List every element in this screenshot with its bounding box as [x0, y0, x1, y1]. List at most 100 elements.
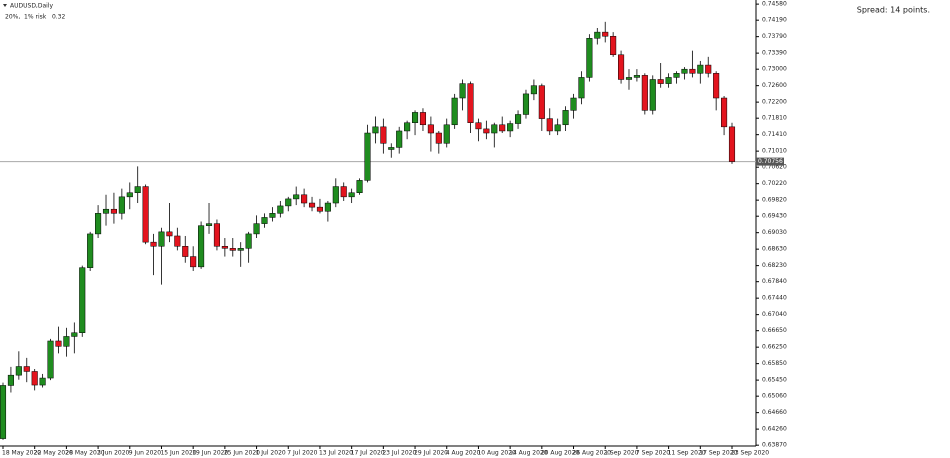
y-tick-label: 0.69430 — [762, 213, 787, 220]
candle-body — [491, 124, 498, 134]
y-tick-label: 0.69030 — [762, 229, 787, 236]
candle-body — [301, 194, 308, 204]
x-tick-label: 23 Jul 2020 — [382, 450, 416, 457]
candle-body — [293, 194, 300, 200]
candle-body — [594, 31, 601, 39]
candle-body — [546, 118, 553, 132]
candle-body — [308, 202, 316, 208]
x-tick-label: 11 Sep 2020 — [668, 450, 706, 457]
candle-body — [79, 267, 86, 333]
candle-body — [55, 340, 62, 347]
x-tick-label: 23 Sep 2020 — [731, 450, 769, 457]
x-tick-label: 1 Jul 2020 — [256, 450, 286, 457]
candle-body — [245, 233, 252, 249]
y-tick-label: 0.71010 — [762, 148, 787, 155]
candle-body — [39, 377, 46, 386]
x-tick-label: 20 Aug 2020 — [541, 450, 580, 457]
candle-body — [713, 73, 720, 99]
candle-body — [213, 223, 220, 247]
y-tick-label: 0.65850 — [762, 360, 787, 367]
candle-body — [618, 54, 625, 80]
x-tick-label: 1 Sep 2020 — [604, 450, 638, 457]
x-tick-label: 29 Jul 2020 — [414, 450, 448, 457]
candle-body — [578, 77, 585, 99]
candle-body — [205, 223, 213, 226]
candle-body — [269, 213, 276, 218]
candle-body — [324, 202, 331, 212]
candle-body — [23, 366, 30, 372]
y-tick-label: 0.71410 — [762, 131, 787, 138]
candle-body — [31, 371, 38, 386]
risk-info: 20%, 1% risk 0.32 — [5, 14, 65, 21]
candle-body — [221, 246, 228, 249]
candle-body — [118, 196, 125, 214]
candle-body — [15, 366, 22, 376]
candle-body — [142, 186, 149, 243]
y-tick-label: 0.66250 — [762, 344, 787, 351]
candle-body — [467, 83, 474, 123]
candle-body — [396, 130, 403, 148]
chart-title: AUDUSD,Daily — [10, 3, 53, 10]
candle-body — [641, 75, 648, 111]
candle-body — [530, 85, 537, 95]
candle-body — [332, 186, 339, 204]
candle-body — [95, 213, 102, 235]
candle-body — [721, 97, 728, 128]
y-tick-label: 0.73000 — [762, 66, 787, 73]
candle-body — [0, 385, 7, 439]
candle-body — [134, 186, 141, 193]
y-tick-label: 0.68230 — [762, 262, 787, 269]
x-tick-label: 7 Sep 2020 — [636, 450, 670, 457]
candle-body — [570, 97, 577, 111]
current-price-label: 0.70756 — [758, 158, 783, 165]
x-tick-label: 22 May 2020 — [34, 450, 73, 457]
candle-body — [689, 68, 696, 74]
candle-body — [190, 256, 197, 268]
candle-body — [475, 122, 482, 130]
candle-body — [7, 374, 14, 386]
candle-body — [316, 206, 324, 212]
candle-body — [229, 248, 236, 251]
y-tick-label: 0.65450 — [762, 377, 787, 384]
x-tick-label: 19 Jun 2020 — [192, 450, 228, 457]
x-tick-label: 26 Aug 2020 — [573, 450, 612, 457]
candle-body — [150, 241, 157, 247]
menu-arrow — [3, 4, 7, 7]
candle-body — [697, 64, 704, 74]
y-tick-label: 0.74580 — [762, 1, 787, 8]
candle-body — [625, 77, 633, 80]
candle-body — [166, 231, 173, 237]
candle-body — [348, 192, 355, 198]
y-tick-label: 0.72600 — [762, 82, 787, 89]
candle-body — [728, 126, 736, 162]
x-tick-label: 4 Aug 2020 — [446, 450, 481, 457]
y-tick-label: 0.69820 — [762, 197, 787, 204]
candle-body — [47, 340, 54, 379]
candle-body — [198, 225, 205, 268]
candle-body — [633, 75, 640, 78]
candle-body — [586, 38, 593, 78]
spread: Spread: 14 points. — [857, 6, 930, 15]
candle-body — [665, 77, 672, 84]
y-tick-label: 0.72200 — [762, 99, 787, 106]
candle-body — [507, 123, 514, 132]
candle-body — [459, 83, 466, 99]
candle-body — [261, 217, 268, 224]
y-tick-label: 0.65060 — [762, 393, 787, 400]
x-tick-label: 18 May 2020 — [2, 450, 41, 457]
y-tick-label: 0.67040 — [762, 311, 787, 318]
candle-body — [277, 205, 284, 214]
x-tick-label: 28 May 2020 — [65, 450, 104, 457]
candle-body — [673, 73, 680, 78]
x-tick-label: 15 Jun 2020 — [160, 450, 196, 457]
candle-body — [126, 192, 133, 198]
y-tick-label: 0.68630 — [762, 246, 787, 253]
candle-body — [87, 233, 94, 268]
candle-body — [380, 126, 387, 144]
candle-body — [364, 132, 371, 181]
y-tick-label: 0.67840 — [762, 278, 787, 285]
candle-body — [705, 64, 712, 74]
y-tick-label: 0.73790 — [762, 33, 787, 40]
y-tick-label: 0.74190 — [762, 17, 787, 24]
